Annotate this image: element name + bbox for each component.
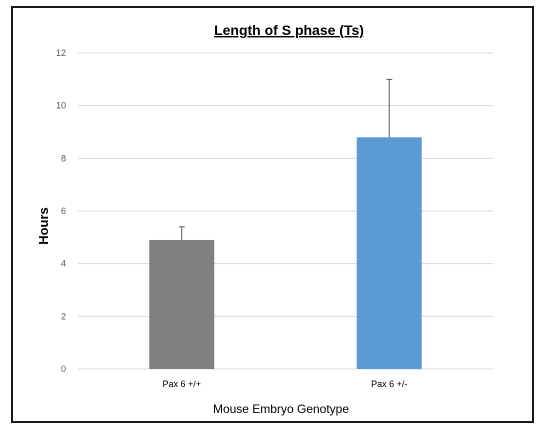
x-tick-label: Pax 6 +/+ [162, 379, 201, 389]
bars [149, 137, 422, 369]
bar [356, 137, 422, 369]
error-bars [178, 78, 393, 240]
chart-frame [11, 6, 534, 423]
y-axis-label: Hours [36, 207, 51, 245]
bar [149, 239, 215, 369]
y-tick-label: 0 [61, 364, 66, 374]
y-tick-label: 2 [61, 311, 66, 321]
y-axis-tick-labels: 0 2 4 6 8 10 12 [56, 48, 66, 374]
y-tick-label: 10 [56, 101, 66, 111]
y-tick-label: 8 [61, 153, 66, 163]
x-axis-label: Mouse Embryo Genotype [213, 402, 349, 416]
gridlines [78, 52, 493, 370]
y-tick-label: 12 [56, 48, 66, 58]
chart-title: Length of S phase (Ts) [214, 22, 364, 38]
x-axis-tick-labels: Pax 6 +/+ Pax 6 +/- [162, 379, 407, 389]
x-tick-label: Pax 6 +/- [371, 379, 407, 389]
y-tick-label: 6 [61, 206, 66, 216]
y-tick-label: 4 [61, 259, 66, 269]
